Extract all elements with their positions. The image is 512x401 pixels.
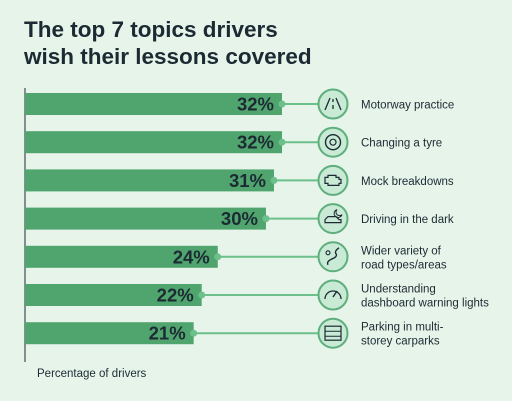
bar	[25, 284, 202, 306]
night-car-icon	[317, 203, 349, 235]
connector-dot	[198, 291, 206, 299]
category-label-line: Changing a tyre	[361, 138, 442, 150]
category-label: Wider variety of road types/areas	[361, 245, 447, 271]
engine-icon	[317, 164, 349, 196]
bar-value-label: 21%	[149, 323, 186, 344]
bar-value-label: 22%	[157, 285, 194, 306]
axis-label: Percentage of drivers	[37, 368, 147, 380]
bar	[25, 169, 274, 192]
connector-dot	[278, 138, 286, 146]
category-label-line: Mock breakdowns	[361, 176, 454, 188]
category-label: Driving in the dark	[361, 214, 454, 226]
category-label-line: Driving in the dark	[361, 214, 454, 226]
category-label-line: Parking in multi-	[361, 322, 444, 334]
tyre-icon	[317, 126, 349, 158]
category-label: Parking in multi-storey carparks	[361, 322, 444, 348]
connector-dot	[270, 176, 278, 184]
bar	[25, 245, 218, 268]
category-label-line: storey carparks	[361, 336, 440, 348]
chart-title-line-2: wish their lessons covered	[24, 44, 312, 69]
category-label: Understanding dashboard warning lights	[361, 284, 489, 310]
bar	[25, 207, 266, 230]
bar	[25, 322, 194, 345]
chart-title-line-1: The top 7 topics drivers	[24, 17, 278, 42]
motorway-icon	[317, 88, 349, 120]
category-label-line: Wider variety of	[361, 245, 442, 257]
bar-value-label: 30%	[221, 208, 258, 229]
bar	[25, 131, 282, 154]
connector-dot	[262, 215, 270, 223]
bar-value-label: 31%	[229, 170, 266, 191]
category-label-line: Understanding	[361, 284, 436, 296]
bar-value-label: 32%	[237, 94, 274, 115]
connector-dot	[278, 100, 286, 108]
multistorey-carpark-icon	[317, 317, 349, 349]
category-label: Mock breakdowns	[361, 176, 454, 188]
category-label-line: road types/areas	[361, 259, 447, 271]
bar	[25, 93, 282, 115]
connector-dot	[190, 329, 198, 337]
bar-value-label: 32%	[237, 132, 274, 153]
bar-value-label: 24%	[173, 246, 210, 267]
category-label: Changing a tyre	[361, 138, 442, 150]
connector-dot	[214, 253, 222, 261]
category-label-line: dashboard warning lights	[361, 298, 489, 310]
chart-title: The top 7 topics drivers wish their less…	[24, 16, 354, 70]
winding-road-icon	[317, 241, 349, 273]
category-label-line: Motorway practice	[361, 100, 454, 112]
category-label: Motorway practice	[361, 100, 454, 112]
dashboard-gauge-icon	[317, 279, 349, 311]
